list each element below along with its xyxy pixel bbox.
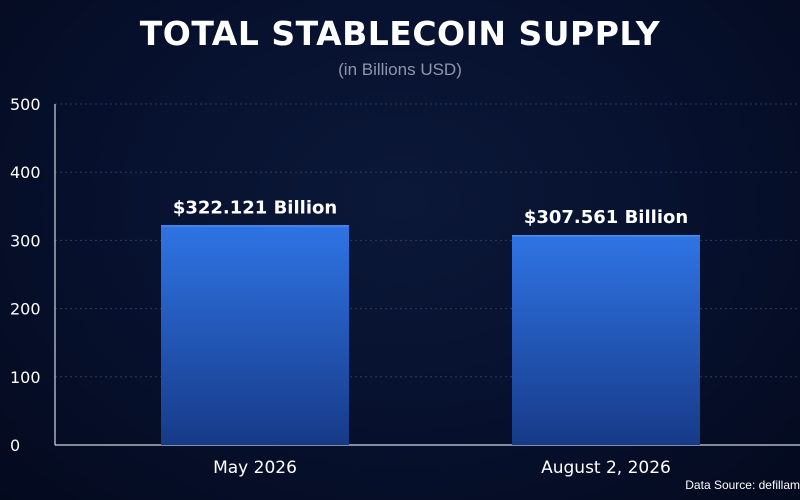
chart-title: TOTAL STABLECOIN SUPPLY: [139, 14, 661, 53]
y-tick-label: 100: [10, 368, 41, 387]
bar: [512, 235, 700, 445]
chart-subtitle: (in Billions USD): [338, 60, 462, 79]
y-tick-label: 400: [10, 163, 41, 182]
x-category-label: May 2026: [213, 458, 297, 478]
y-tick-label: 300: [10, 231, 41, 250]
y-tick-label: 0: [10, 436, 20, 455]
y-tick-label: 500: [10, 95, 41, 114]
source-note: Data Source: defillam: [685, 478, 800, 492]
labels: 0 100 200 300 400 500 $322.121 Billion May 2026…: [10, 95, 688, 478]
bar-data-label: $307.561 Billion: [524, 207, 688, 228]
bars: [161, 225, 700, 445]
bar-data-label: $322.121 Billion: [173, 197, 337, 218]
x-category-label: August 2, 2026: [541, 458, 671, 478]
bar: [161, 225, 349, 445]
y-tick-label: 200: [10, 300, 41, 319]
